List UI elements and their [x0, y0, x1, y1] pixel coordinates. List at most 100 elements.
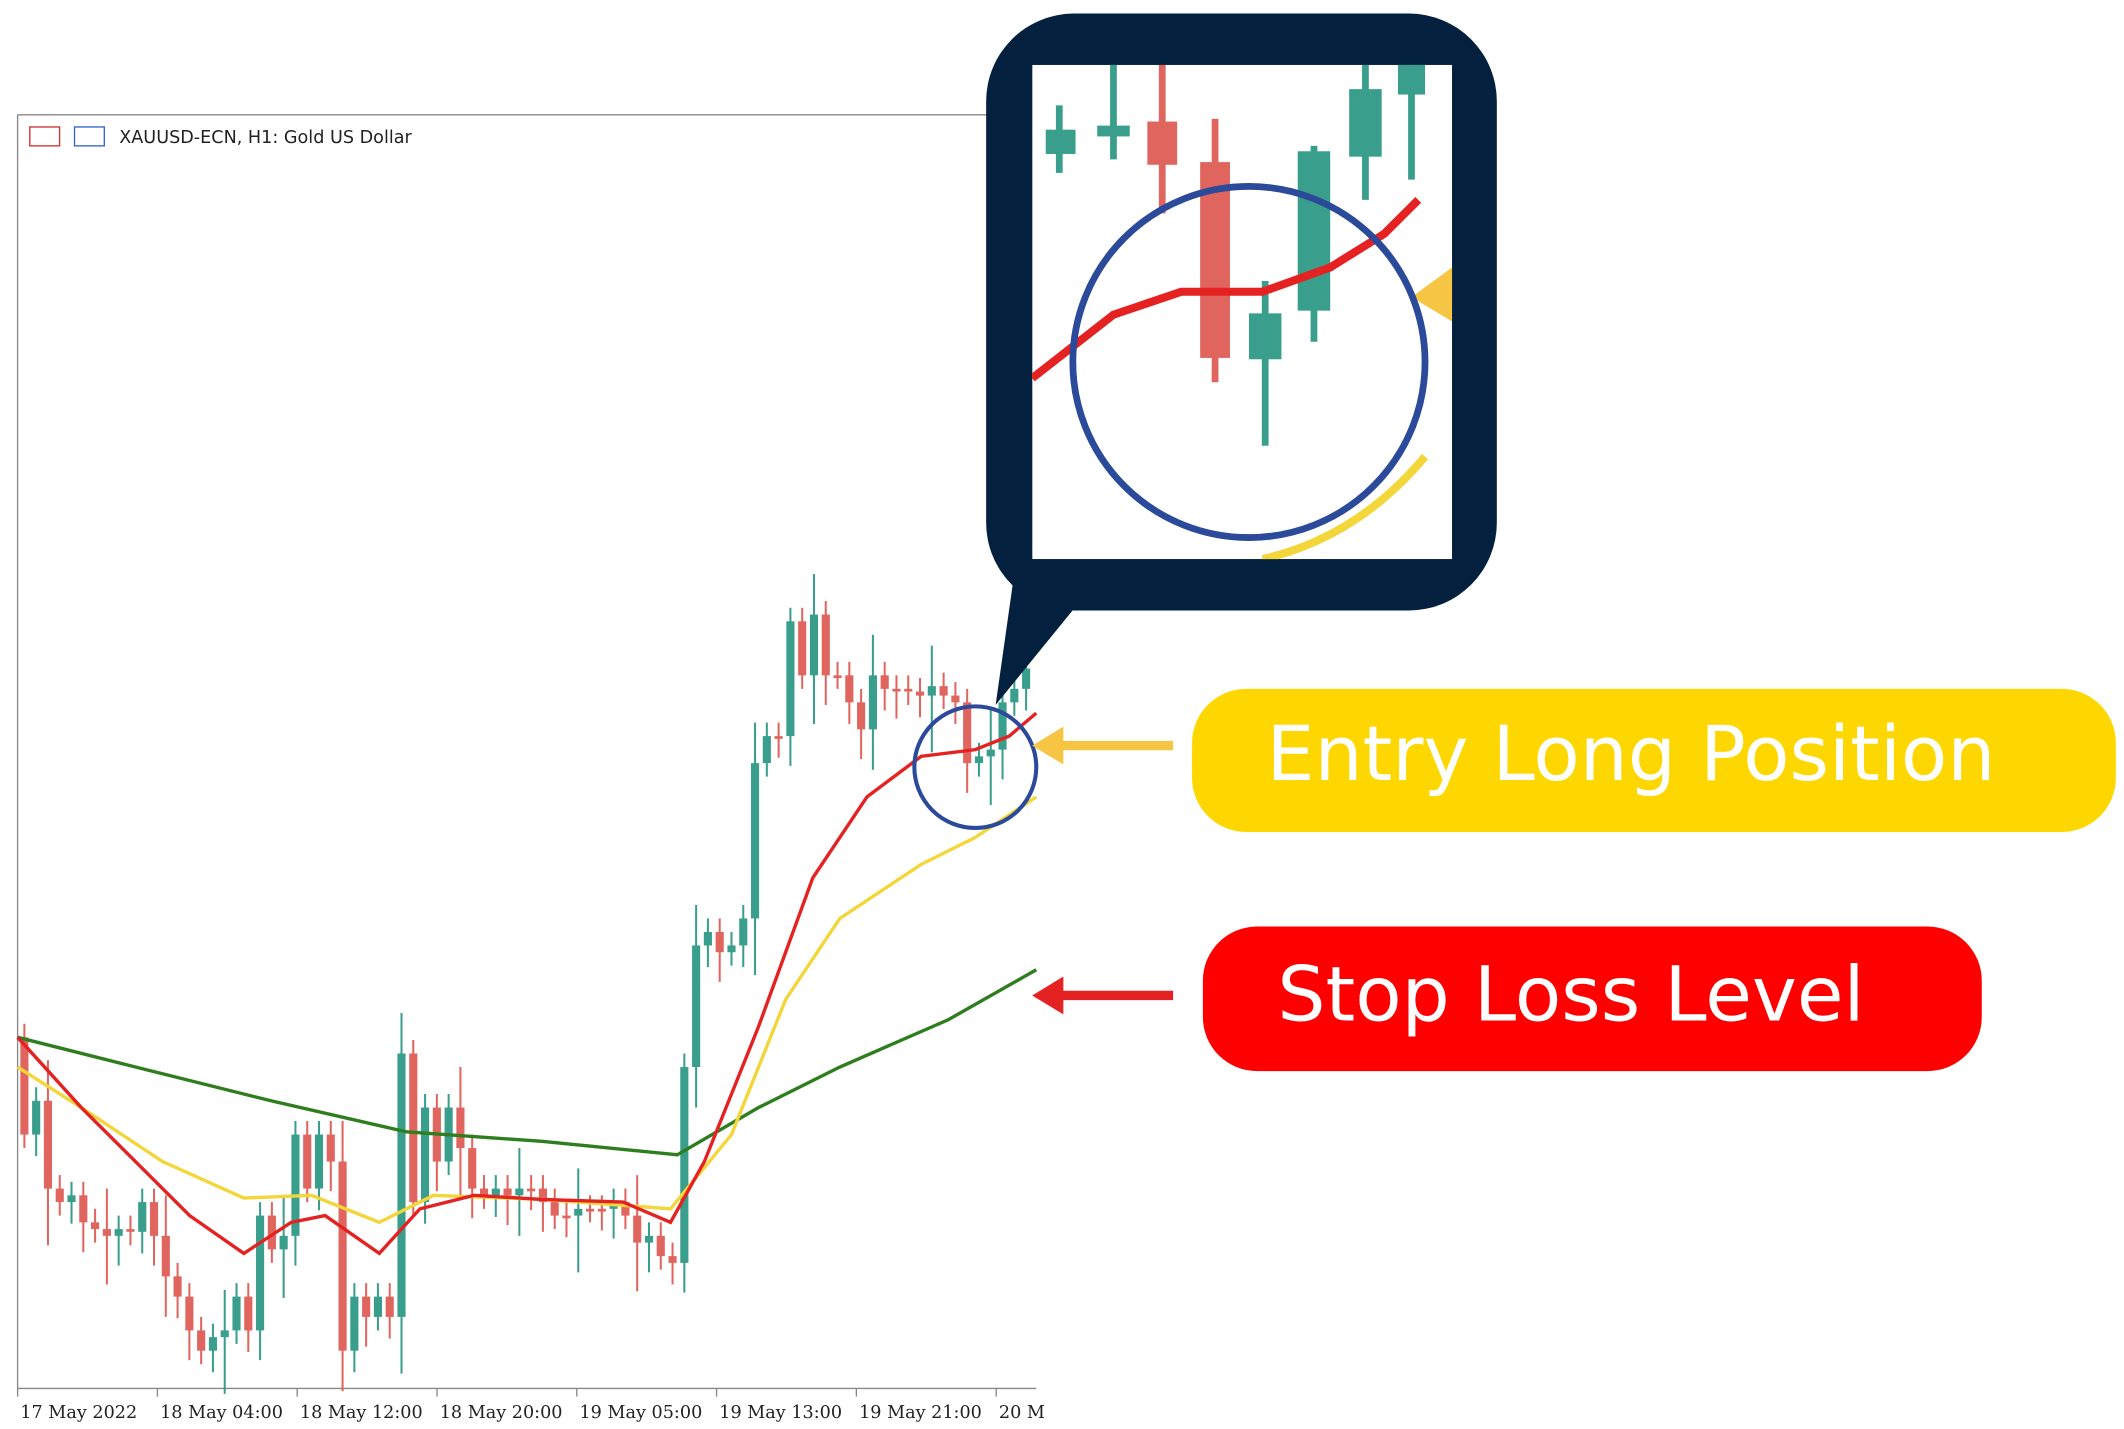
- candle: [1010, 688, 1019, 703]
- zoom-circle: [1069, 183, 1429, 541]
- x-tick-label: 18 May 12:00: [300, 1403, 423, 1423]
- candle: [880, 675, 889, 689]
- candle: [373, 1296, 382, 1317]
- candle: [798, 621, 807, 676]
- candle: [927, 686, 936, 696]
- candle: [314, 1134, 324, 1189]
- x-tick-label: 18 May 04:00: [160, 1403, 283, 1423]
- candle: [974, 756, 984, 764]
- candle: [680, 1067, 689, 1263]
- candle: [32, 1100, 41, 1135]
- candle: [102, 1229, 111, 1236]
- candle: [256, 1215, 265, 1331]
- candle: [1397, 64, 1426, 95]
- x-tick-label: 17 May 2022: [20, 1403, 137, 1423]
- candle: [197, 1330, 206, 1351]
- candle: [574, 1208, 583, 1216]
- candle: [43, 1100, 53, 1189]
- candle: [668, 1256, 677, 1263]
- candle: [656, 1235, 665, 1257]
- candle: [267, 1215, 276, 1250]
- candle: [939, 686, 948, 696]
- x-tick-label: 18 May 20:00: [440, 1403, 563, 1423]
- chart-title: XAUUSD-ECN, H1: Gold US Dollar: [119, 128, 412, 148]
- zoom-bg: [1032, 64, 1453, 560]
- icon: [29, 126, 61, 147]
- candle: [220, 1330, 229, 1338]
- candle: [739, 918, 748, 946]
- candle: [597, 1208, 606, 1212]
- candle: [279, 1235, 288, 1250]
- candle: [1147, 121, 1178, 165]
- candle: [491, 1188, 500, 1196]
- candle: [786, 621, 795, 737]
- candle: [409, 1053, 418, 1203]
- entry-circle: [912, 704, 1039, 830]
- candle: [468, 1148, 477, 1189]
- candle: [703, 931, 712, 946]
- candle: [91, 1222, 100, 1230]
- candle: [515, 1188, 524, 1196]
- candle: [821, 614, 830, 676]
- candle: [244, 1296, 253, 1331]
- stop-badge: [1202, 926, 1982, 1072]
- candle: [232, 1296, 241, 1331]
- candle: [1349, 89, 1382, 157]
- candle: [998, 702, 1007, 750]
- candle: [1297, 151, 1331, 311]
- candle: [1045, 129, 1076, 154]
- candle: [809, 614, 819, 676]
- candle: [621, 1202, 630, 1216]
- candle: [291, 1134, 300, 1236]
- candle: [538, 1188, 547, 1203]
- candle: [644, 1235, 654, 1243]
- candle: [1022, 668, 1031, 689]
- candle: [303, 1134, 312, 1189]
- candle: [173, 1276, 182, 1297]
- candle: [845, 675, 854, 703]
- candle: [892, 688, 901, 692]
- candle: [715, 931, 724, 953]
- candle: [67, 1195, 76, 1203]
- candle: [986, 749, 995, 757]
- candle: [397, 1053, 406, 1317]
- entry-label: Entry Long Position: [1267, 710, 1996, 798]
- candle: [585, 1208, 595, 1212]
- candle: [833, 675, 842, 679]
- arrow-head: [1032, 976, 1064, 1015]
- zoom-arrow: [1411, 267, 1453, 322]
- candle: [185, 1296, 194, 1331]
- arrow-head: [1032, 726, 1064, 765]
- candle: [20, 1037, 29, 1135]
- candle: [326, 1134, 335, 1162]
- x-tick-label: 19 May 21:00: [859, 1403, 982, 1423]
- candle: [503, 1188, 512, 1196]
- candle: [868, 675, 877, 730]
- candle: [338, 1161, 347, 1351]
- candle: [208, 1337, 218, 1351]
- x-tick-label: 19 May 05:00: [579, 1403, 702, 1423]
- candle: [456, 1107, 465, 1149]
- candle: [138, 1202, 147, 1232]
- candle: [385, 1296, 394, 1317]
- candle: [1097, 125, 1130, 137]
- candle: [161, 1235, 170, 1277]
- zoom: [1032, 64, 1453, 560]
- icon: [73, 126, 105, 147]
- candle: [527, 1188, 536, 1192]
- candle: [915, 691, 925, 696]
- callout-tail: [995, 580, 1077, 706]
- ma-red: [16, 711, 1038, 1256]
- zoom-ma: [1032, 197, 1422, 382]
- candle: [362, 1296, 371, 1317]
- candle: [727, 945, 736, 953]
- candle: [633, 1215, 642, 1243]
- candle: [774, 736, 783, 739]
- x-tick-label: 19 May 13:00: [719, 1403, 842, 1423]
- candle: [1248, 313, 1282, 360]
- candle: [350, 1296, 359, 1351]
- candle: [126, 1229, 135, 1232]
- candle: [550, 1202, 559, 1216]
- candle: [762, 736, 771, 764]
